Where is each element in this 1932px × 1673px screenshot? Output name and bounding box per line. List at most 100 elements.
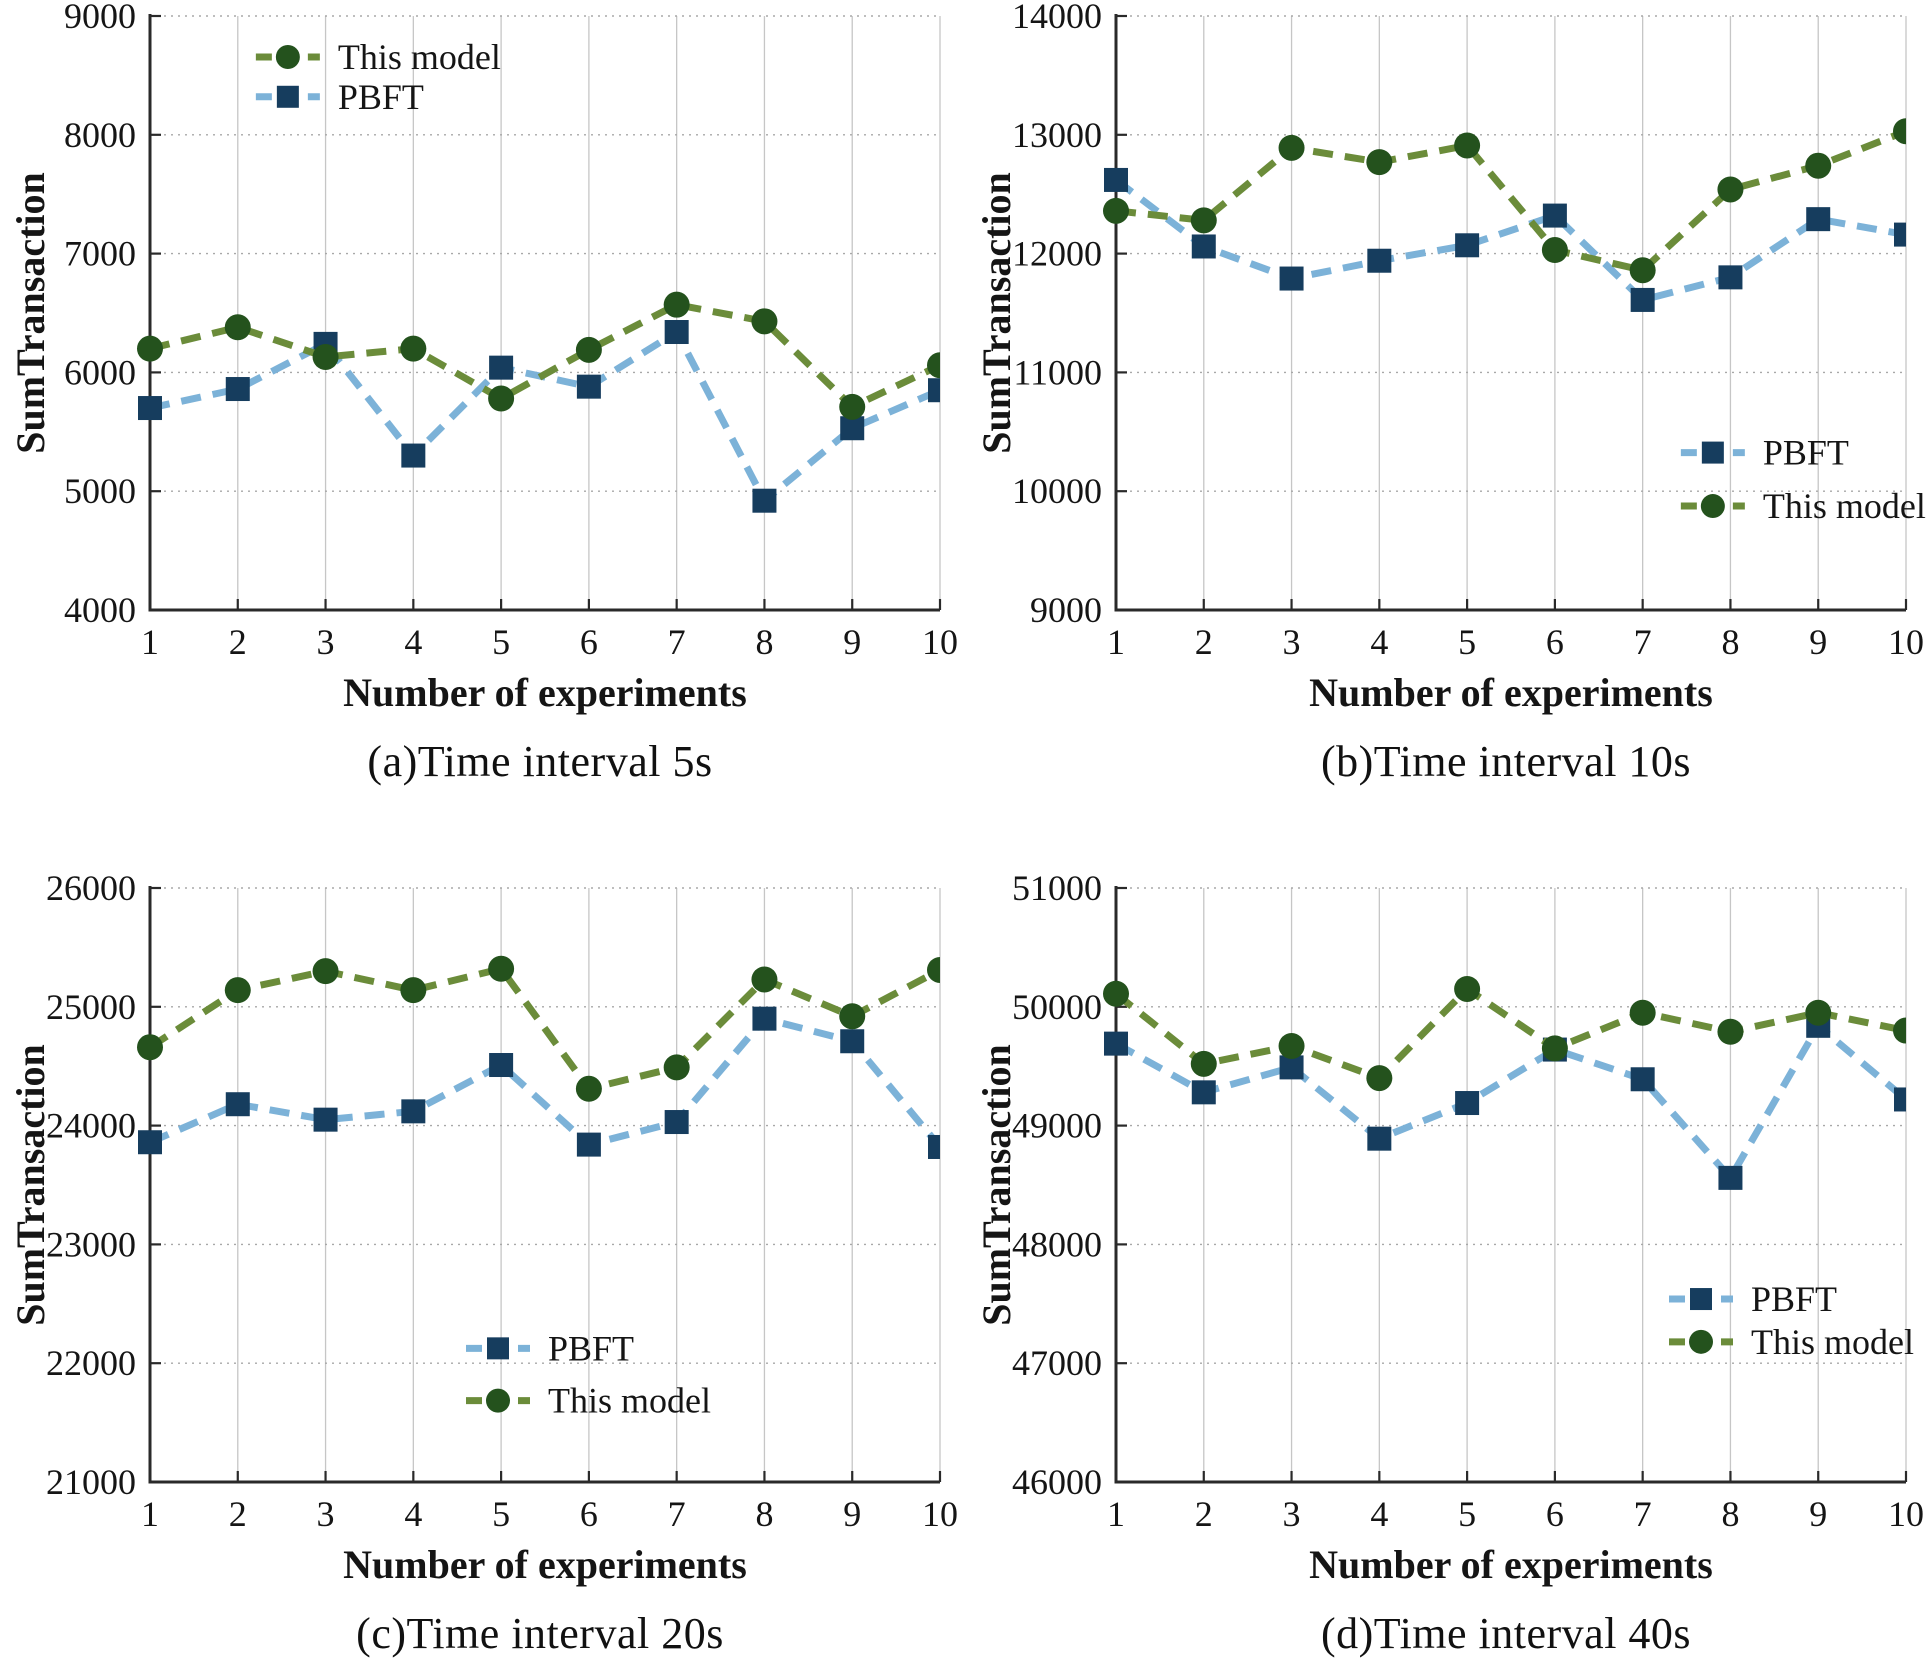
data-point-circle [1103, 197, 1129, 224]
svg-text:4: 4 [1370, 622, 1388, 662]
data-point-square [138, 1130, 162, 1155]
svg-text:3: 3 [317, 1494, 335, 1534]
svg-text:9: 9 [843, 1494, 861, 1534]
data-point-square [401, 443, 426, 468]
x-tick-labels: 1 2 3 4 5 6 7 8 9 10 [1107, 622, 1924, 662]
svg-text:4: 4 [1370, 1494, 1388, 1534]
data-point-square [1894, 222, 1906, 247]
svg-text:4: 4 [404, 622, 422, 662]
legend: PBFT This model [1680, 433, 1926, 526]
data-point-square [1104, 1031, 1128, 1056]
data-point-square [1894, 1087, 1906, 1112]
svg-text:1: 1 [141, 1494, 159, 1534]
data-point-circle [312, 958, 339, 985]
svg-text:2: 2 [1195, 622, 1213, 662]
svg-text:9: 9 [1809, 1494, 1827, 1534]
svg-text:25000: 25000 [46, 987, 136, 1027]
data-point-square [1455, 1091, 1480, 1116]
y-axis-label: SumTransaction [974, 1044, 1019, 1326]
y-axis-label: SumTransaction [8, 1044, 53, 1326]
x-axis-label: Number of experiments [1309, 1542, 1713, 1587]
svg-text:10000: 10000 [1012, 471, 1102, 511]
series-this_model [137, 291, 940, 420]
chart-b-canvas: 9000 10000 11000 12000 13000 14000 1 2 3 4 5 6 7 8 9 10… [974, 0, 1926, 715]
svg-text:21000: 21000 [46, 1462, 136, 1502]
chart-c-caption: (c)Time interval 20s [356, 1609, 724, 1658]
svg-text:10: 10 [1888, 622, 1924, 662]
subplot-c: 21000 22000 23000 24000 25000 26000 1 2 3 4 5 6 7 8 9 1… [0, 872, 966, 1673]
data-point-circle [224, 314, 251, 341]
legend-square-marker [276, 85, 299, 108]
svg-text:9000: 9000 [1030, 590, 1102, 630]
data-point-square [1718, 1165, 1743, 1190]
svg-text:12000: 12000 [1012, 234, 1102, 274]
gridlines [1116, 15, 1907, 610]
data-point-circle [1366, 1065, 1393, 1092]
svg-text:10: 10 [922, 622, 958, 662]
x-axis-label: Number of experiments [1309, 670, 1713, 715]
data-point-square [1630, 1067, 1655, 1092]
data-point-circle [751, 308, 778, 335]
y-tick-labels: 21000 22000 23000 24000 25000 26000 [46, 872, 136, 1502]
y-tick-labels: 46000 47000 48000 49000 50000 51000 [1012, 872, 1102, 1502]
svg-text:24000: 24000 [46, 1106, 136, 1146]
data-point-square [1630, 287, 1655, 312]
legend-circle-marker [275, 44, 300, 69]
svg-text:11000: 11000 [1013, 352, 1102, 392]
svg-text:3: 3 [1283, 1494, 1301, 1534]
subplot-a: 4000 5000 6000 7000 8000 9000 1 2 3 4 5 6 7 8 9 10 Numbe… [0, 0, 966, 836]
legend-label: This model [1763, 486, 1926, 526]
data-point-circle [1103, 980, 1129, 1007]
svg-text:6000: 6000 [64, 352, 136, 392]
svg-text:5: 5 [492, 1494, 510, 1534]
data-point-circle [927, 352, 940, 379]
svg-text:9000: 9000 [64, 0, 136, 36]
data-point-square [928, 378, 940, 403]
data-point-circle [575, 1075, 602, 1102]
data-point-circle [1805, 999, 1832, 1026]
svg-text:2: 2 [229, 1494, 247, 1534]
data-point-square [840, 1029, 865, 1054]
data-point-square [1279, 1055, 1304, 1080]
data-point-circle [1278, 134, 1305, 161]
legend-label: PBFT [338, 77, 424, 117]
y-axis-label: SumTransaction [8, 172, 53, 454]
svg-text:22000: 22000 [46, 1343, 136, 1383]
svg-text:5: 5 [1458, 622, 1476, 662]
svg-text:8: 8 [755, 1494, 773, 1534]
data-point-square [664, 1110, 689, 1135]
data-point-circle [575, 336, 602, 363]
data-point-circle [1366, 149, 1393, 176]
svg-text:1: 1 [1107, 622, 1125, 662]
legend-circle-marker [1700, 494, 1725, 519]
svg-text:7: 7 [668, 1494, 686, 1534]
svg-text:2: 2 [229, 622, 247, 662]
y-axis-label: SumTransaction [974, 172, 1019, 454]
svg-text:8: 8 [1721, 1494, 1739, 1534]
axes [148, 14, 942, 612]
data-point-circle [1541, 1035, 1568, 1062]
series-pbft [138, 1006, 940, 1159]
svg-text:4: 4 [404, 1494, 422, 1534]
data-point-square [401, 1099, 426, 1124]
x-tick-labels: 1 2 3 4 5 6 7 8 9 10 [141, 622, 958, 662]
svg-text:48000: 48000 [1012, 1224, 1102, 1264]
svg-text:5: 5 [1458, 1494, 1476, 1534]
x-tick-labels: 1 2 3 4 5 6 7 8 9 10 [1107, 1494, 1924, 1534]
data-point-circle [839, 1003, 866, 1030]
data-point-circle [1190, 207, 1217, 234]
legend-label: PBFT [548, 1328, 634, 1368]
data-point-circle [1717, 1018, 1744, 1045]
data-point-circle [488, 955, 515, 982]
data-point-circle [1893, 118, 1906, 145]
data-point-square [489, 355, 514, 380]
legend-square-marker [1690, 1288, 1712, 1311]
svg-text:14000: 14000 [1012, 0, 1102, 36]
svg-text:6: 6 [1546, 1494, 1564, 1534]
svg-text:8: 8 [1721, 622, 1739, 662]
data-point-square [840, 416, 865, 441]
gridlines [1116, 887, 1907, 1482]
data-point-square [225, 377, 250, 402]
